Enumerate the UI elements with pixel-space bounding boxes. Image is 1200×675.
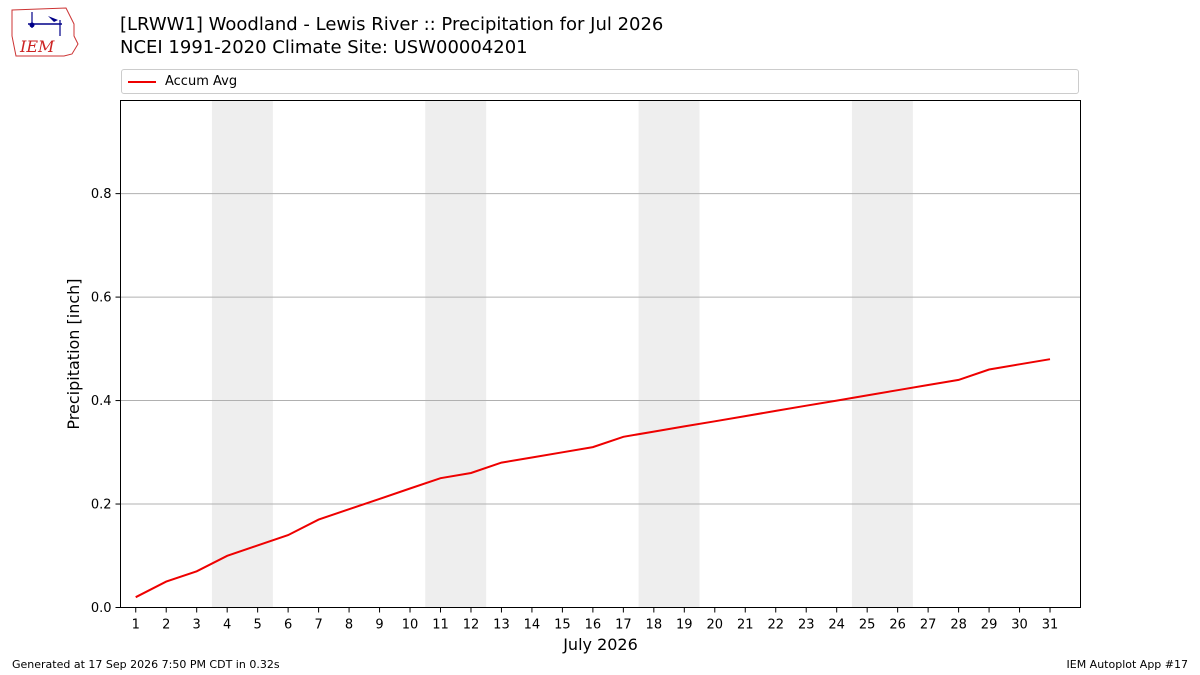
x-tick-label: 7: [314, 618, 322, 633]
iem-logo[interactable]: IEM: [8, 6, 82, 60]
plot-frame: [120, 100, 1081, 608]
y-tick-label: 0.8: [91, 187, 112, 202]
x-tick-label: 30: [1011, 618, 1028, 633]
y-axis: 0.0 0.2 0.4 0.6 0.8: [91, 187, 121, 616]
x-tick-label: 27: [920, 618, 937, 633]
legend-swatch: [128, 81, 156, 83]
x-tick-label: 4: [223, 618, 231, 633]
x-tick-label: 12: [463, 618, 480, 633]
series-line-accum-avg: [135, 358, 1051, 599]
x-tick-label: 8: [345, 618, 353, 633]
x-tick-label: 5: [254, 618, 262, 633]
y-axis-label: Precipitation [inch]: [64, 278, 83, 429]
x-tick-label: 26: [889, 618, 906, 633]
x-tick-label: 6: [284, 618, 292, 633]
y-tick-label: 0.6: [91, 291, 112, 306]
legend-label: Accum Avg: [165, 74, 238, 89]
gridlines: [120, 193, 1081, 505]
x-tick-label: 3: [193, 618, 201, 633]
series-layer: [135, 358, 1051, 599]
iem-logo-icon: IEM: [11, 7, 79, 57]
y-tick-label: 0.2: [91, 498, 112, 513]
x-tick-label: 13: [493, 618, 510, 633]
x-tick-label: 2: [162, 618, 170, 633]
weekend-band: [851, 100, 913, 608]
x-tick-label: 19: [676, 618, 693, 633]
footer-generated: Generated at 17 Sep 2026 7:50 PM CDT in …: [12, 658, 280, 671]
x-tick-label: 11: [432, 618, 449, 633]
x-axis: 1 2 3 4 5 6 7 8 9 10 11 12 13 14 15 16 17 18 19 20 21 22 23 24 2…: [132, 607, 1059, 633]
x-tick-label: 15: [554, 618, 571, 633]
x-tick-label: 21: [737, 618, 754, 633]
weekend-bands: [211, 100, 913, 608]
x-tick-label: 14: [524, 618, 541, 633]
x-axis-label: July 2026: [562, 635, 638, 654]
weekend-band: [638, 100, 700, 608]
x-tick-label: 10: [402, 618, 419, 633]
x-tick-label: 29: [981, 618, 998, 633]
x-tick-label: 9: [375, 618, 383, 633]
weekend-band: [425, 100, 487, 608]
x-tick-label: 18: [646, 618, 663, 633]
legend: Accum Avg: [121, 69, 1079, 94]
x-tick-label: 22: [767, 618, 784, 633]
y-tick-label: 0.4: [91, 394, 112, 409]
x-tick-label: 25: [859, 618, 876, 633]
y-tick-label: 0.0: [91, 601, 112, 616]
x-tick-label: 20: [707, 618, 724, 633]
chart-title-line1: [LRWW1] Woodland - Lewis River :: Precip…: [120, 14, 664, 35]
footer-app: IEM Autoplot App #17: [1066, 658, 1189, 671]
x-tick-label: 16: [585, 618, 602, 633]
weekend-band: [211, 100, 273, 608]
logo-text: IEM: [19, 37, 55, 56]
x-tick-label: 17: [615, 618, 632, 633]
chart-title-line2: NCEI 1991-2020 Climate Site: USW00004201: [120, 37, 528, 58]
x-tick-label: 23: [798, 618, 815, 633]
x-tick-label: 31: [1042, 618, 1059, 633]
x-tick-label: 1: [132, 618, 140, 633]
x-tick-label: 24: [828, 618, 845, 633]
chart-title: [LRWW1] Woodland - Lewis River :: Precip…: [120, 13, 663, 59]
x-tick-label: 28: [950, 618, 967, 633]
